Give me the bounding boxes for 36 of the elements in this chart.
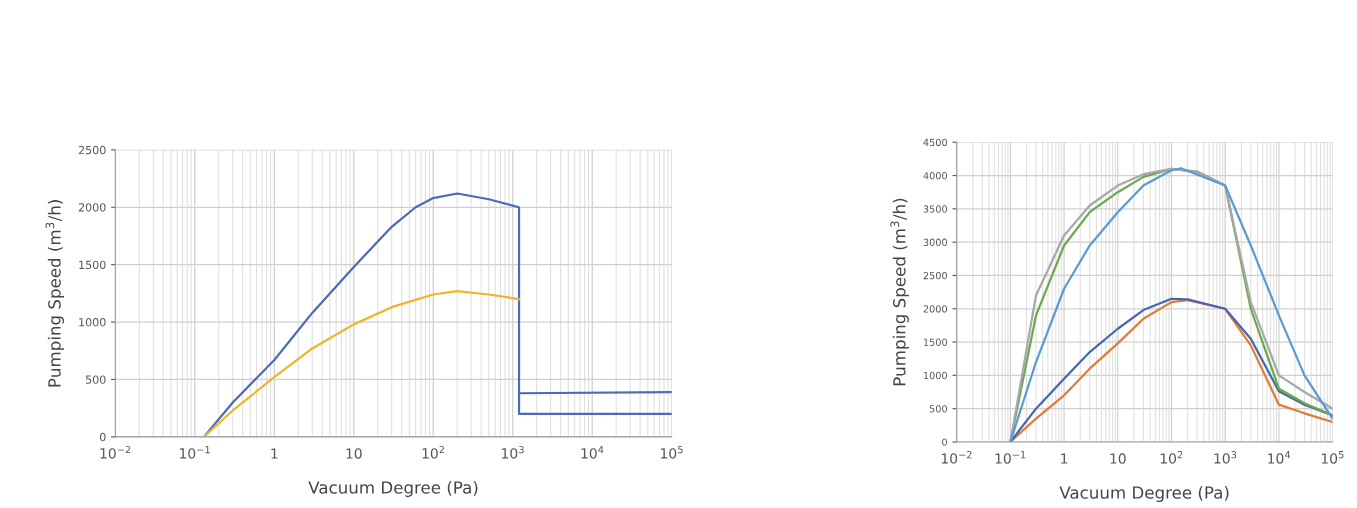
y-axis-title: Pumping Speed (m$^{3}$/h) <box>890 198 909 386</box>
y-tick-label: 4000 <box>923 172 948 180</box>
y-tick-label: 0 <box>99 432 106 442</box>
y-tick-label: 4500 <box>923 138 948 147</box>
x-tick-label: 10$^{3}$ <box>502 445 524 459</box>
y-tick-label: 2500 <box>923 271 948 280</box>
y-tick-label: 1500 <box>923 338 948 346</box>
y-tick-label: 1000 <box>79 318 106 327</box>
x-tick-label: 10 <box>346 448 362 459</box>
x-tick-label: 10$^{2}$ <box>422 445 445 459</box>
x-tick-label: 10$^{4}$ <box>581 446 604 459</box>
x-tick-label: 10$^{−1}$ <box>995 451 1026 464</box>
x-tick-label: 10$^{3}$ <box>1214 450 1237 464</box>
x-tick-label: 10$^{2}$ <box>1160 450 1183 464</box>
y-tick-label: 500 <box>929 405 948 413</box>
x-axis-title: Vacuum Degree (Pa) <box>1059 485 1229 503</box>
y-tick-label: 2500 <box>78 145 106 155</box>
y-tick-label: 500 <box>85 375 106 384</box>
y-tick-label: 0 <box>942 438 948 446</box>
x-tick-label: 10$^{5}$ <box>661 446 683 459</box>
y-tick-label: 2000 <box>78 203 106 212</box>
y-tick-label: 2000 <box>923 305 948 313</box>
x-tick-label: 10$^{−2}$ <box>100 445 131 459</box>
y-tick-label: 3000 <box>923 238 948 246</box>
x-tick-label: 1 <box>271 448 278 459</box>
x-axis-title: Vacuum Degree (Pa) <box>308 480 478 498</box>
x-tick-label: 10$^{−2}$ <box>941 450 972 464</box>
y-axis-title: Pumping Speed (m$^{3}$/h) <box>45 200 64 387</box>
y-tick-label: 3500 <box>923 205 948 213</box>
x-tick-label: 1 <box>1061 453 1068 464</box>
y-tick-label: 1500 <box>79 260 106 270</box>
x-tick-label: 10$^{−1}$ <box>180 446 210 459</box>
x-tick-label: 10$^{4}$ <box>1268 451 1291 464</box>
x-tick-label: 10 <box>1110 453 1126 464</box>
y-tick-label: 1000 <box>923 371 948 380</box>
x-tick-label: 10$^{5}$ <box>1321 451 1344 464</box>
